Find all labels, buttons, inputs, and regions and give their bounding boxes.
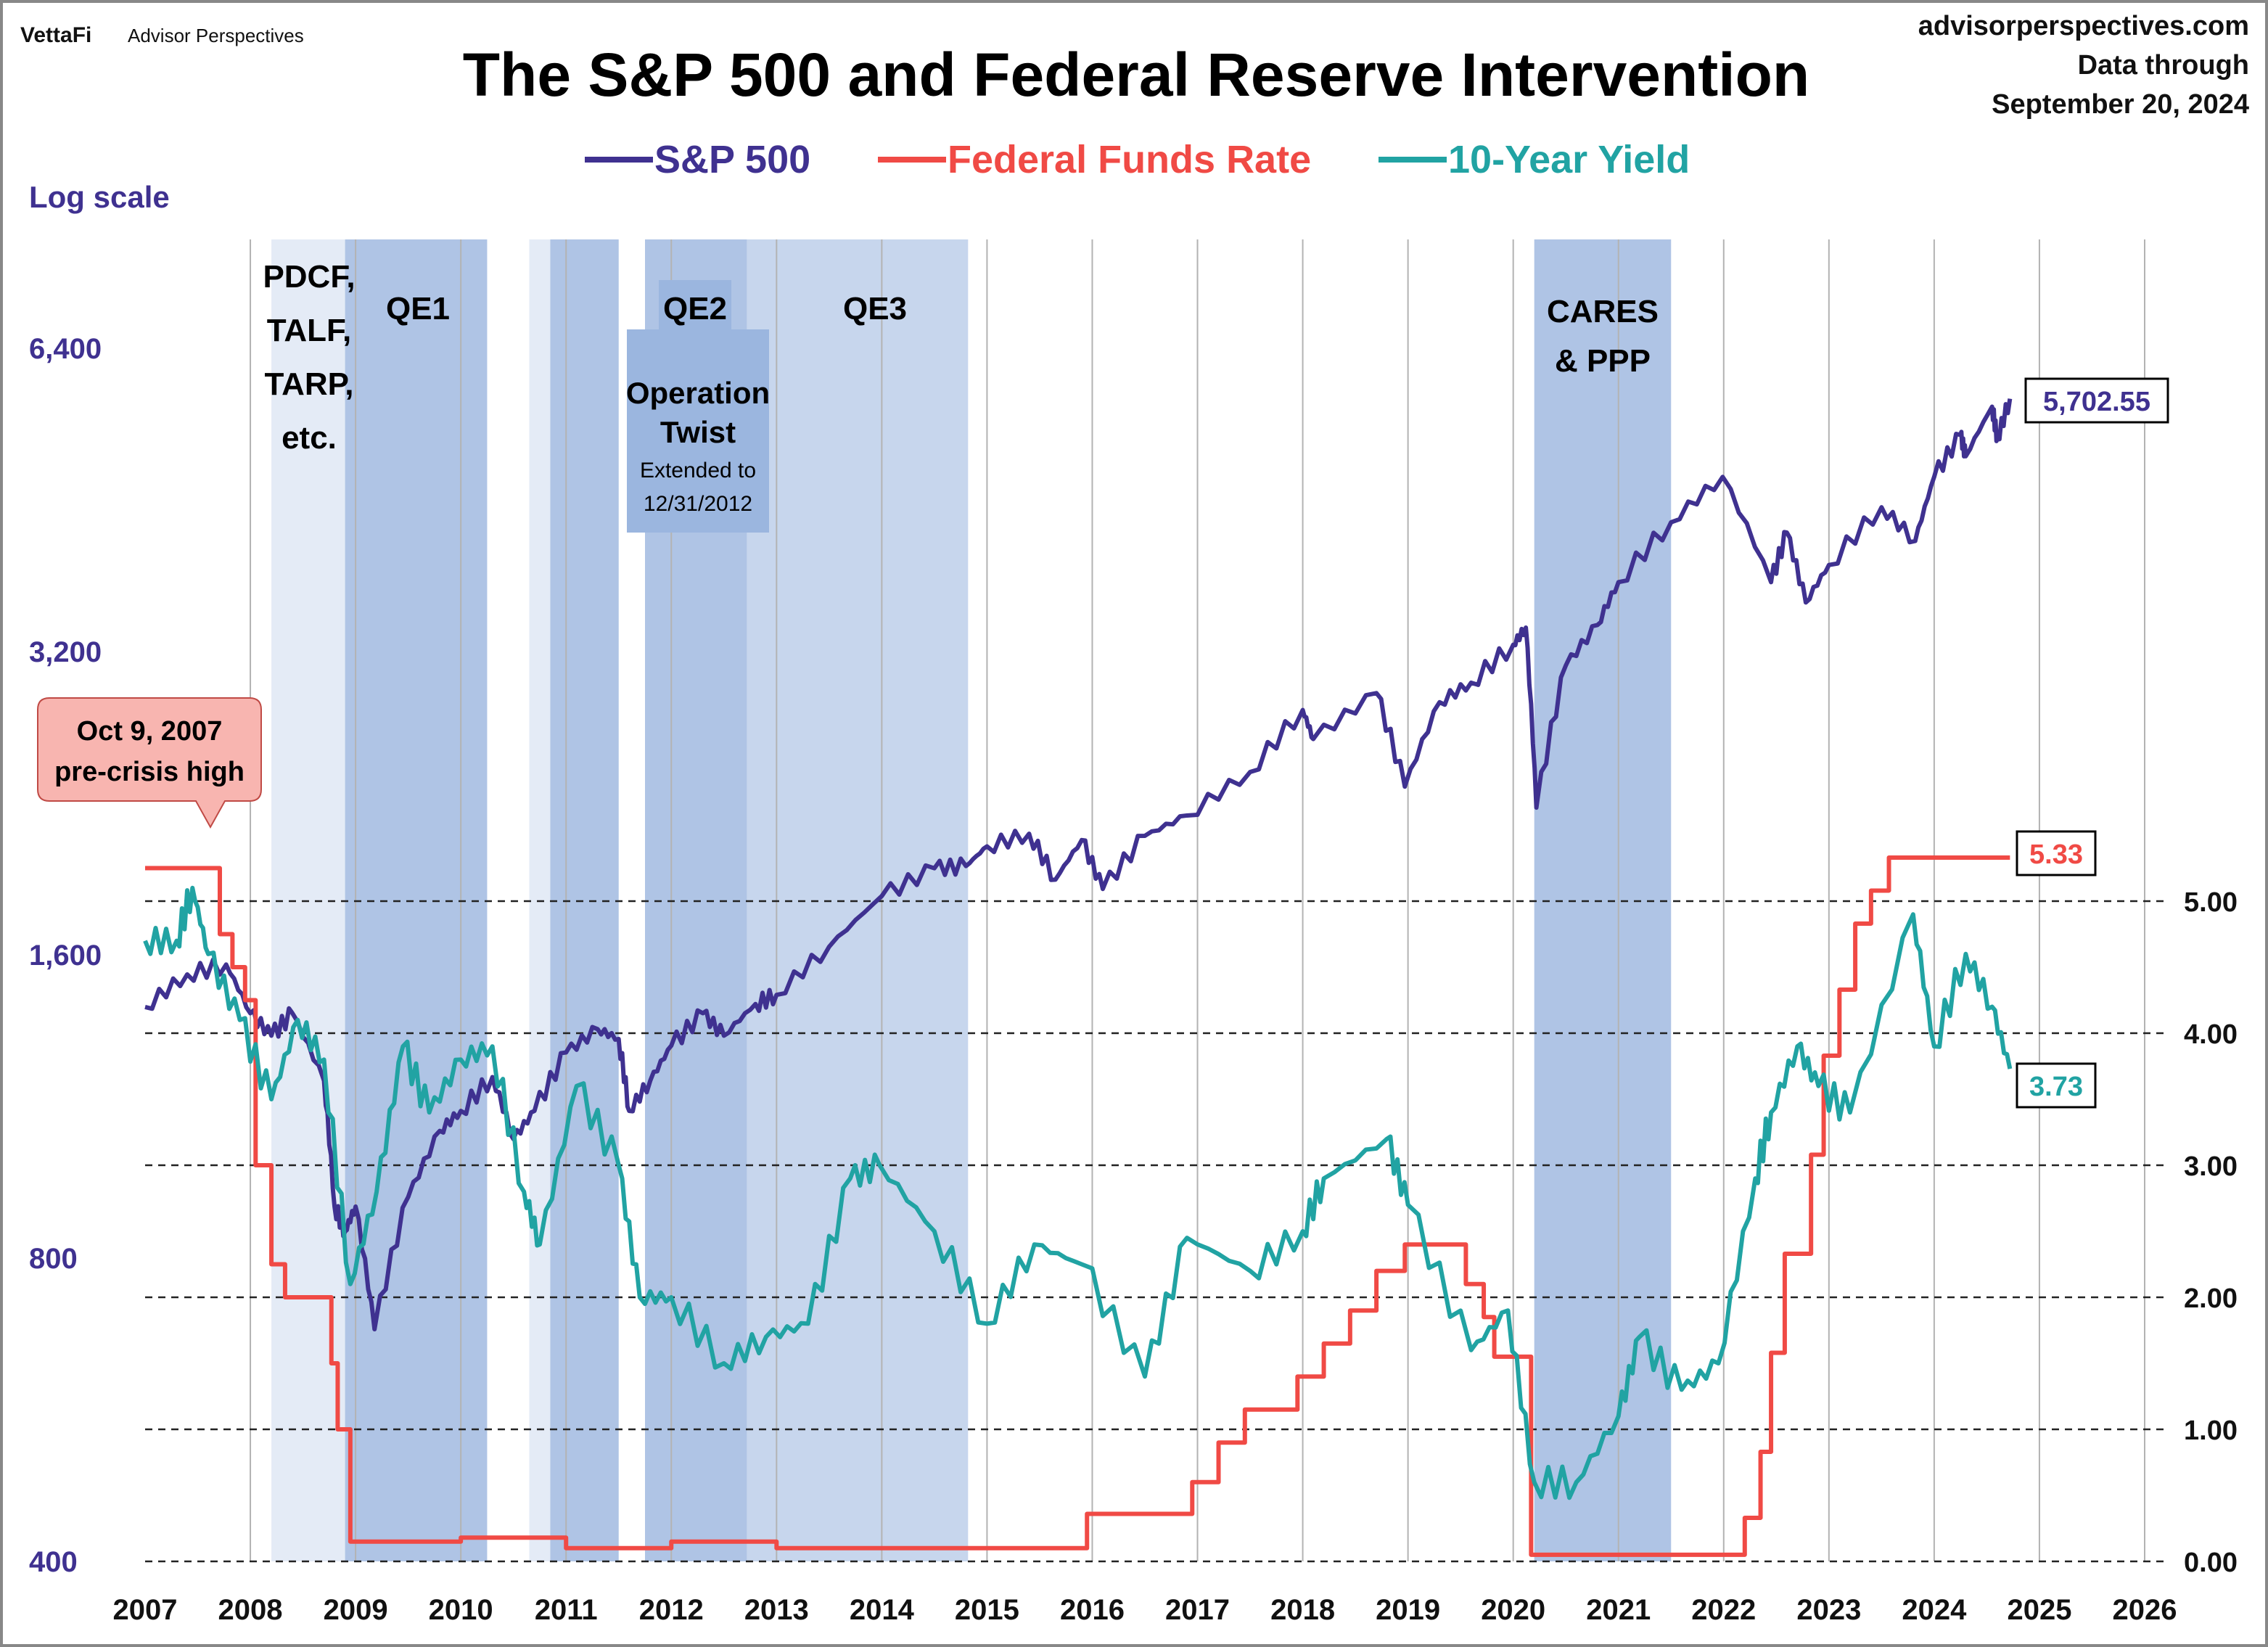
x-tick-label: 2014 — [850, 1594, 915, 1626]
series-line-2 — [143, 885, 2013, 1500]
left-tick-label: 1,600 — [29, 940, 102, 972]
left-tick-label: 400 — [29, 1546, 78, 1578]
period-label: TARP, — [264, 366, 353, 402]
x-tick-label: 2026 — [2113, 1594, 2177, 1626]
end-label-box — [2024, 377, 2169, 424]
left-tick-label: 800 — [29, 1243, 78, 1275]
end-value-labels: 5,702.55 5.33 3.73 — [2016, 377, 2169, 1109]
period-label: QE3 — [843, 291, 907, 326]
x-tick-label: 2007 — [113, 1594, 178, 1626]
series-line-0 — [144, 398, 2013, 1332]
data-through-date: September 20, 2024 — [1992, 89, 2249, 120]
x-tick-label: 2022 — [1691, 1594, 1756, 1626]
callout-date: Oct 9, 2007 — [77, 716, 223, 747]
period-label: & PPP — [1555, 343, 1651, 379]
qe2-label-box — [659, 280, 731, 329]
x-tick-label: 2016 — [1060, 1594, 1125, 1626]
left-tick-label: 6,400 — [29, 333, 102, 365]
x-tick-label: 2012 — [639, 1594, 704, 1626]
end-label-box — [2016, 830, 2097, 876]
period-label: TALF, — [267, 313, 352, 348]
x-tick-label: 2009 — [324, 1594, 388, 1626]
right-tick-label: 3.00 — [2184, 1151, 2238, 1182]
axes: 2007 2008 2009 2010 2011 2012 2013 2014 2015 2016… — [29, 333, 2238, 1626]
x-tick-label: 2025 — [2007, 1594, 2071, 1626]
legend-label-fed-funds: Federal Funds Rate — [948, 138, 1311, 181]
data-through-label: Data through — [2078, 50, 2249, 81]
x-tick-label: 2023 — [1796, 1594, 1861, 1626]
right-tick-label: 2.00 — [2184, 1283, 2238, 1314]
end-label-box — [2016, 1062, 2097, 1109]
operation-twist-line4: 12/31/2012 — [644, 492, 752, 516]
x-tick-label: 2020 — [1481, 1594, 1545, 1626]
shaded-period — [345, 239, 488, 1561]
series-lines — [143, 398, 2013, 1557]
end-value-label: 5.33 — [2029, 839, 2083, 870]
x-tick-label: 2015 — [955, 1594, 1019, 1626]
left-tick-label: 3,200 — [29, 636, 102, 668]
x-tick-label: 2019 — [1376, 1594, 1440, 1626]
period-label: QE1 — [386, 291, 450, 326]
operation-twist-line1: Operation — [626, 376, 770, 410]
x-tick-label: 2018 — [1270, 1594, 1335, 1626]
callout-text: pre-crisis high — [54, 757, 245, 787]
logo-sub: Advisor Perspectives — [128, 25, 304, 46]
legend: S&P 500 Federal Funds Rate 10-Year Yield — [585, 138, 1690, 181]
x-tick-label: 2024 — [1902, 1594, 1967, 1626]
qe2-label: QE2 — [663, 291, 727, 326]
right-tick-label: 5.00 — [2184, 887, 2238, 918]
series-line-1 — [145, 855, 2010, 1557]
x-tick-label: 2021 — [1586, 1594, 1651, 1626]
end-value-label: 3.73 — [2029, 1072, 2083, 1102]
chart-title: The S&P 500 and Federal Reserve Interven… — [463, 41, 1810, 109]
operation-twist-line3: Extended to — [640, 459, 756, 482]
period-label: PDCF, — [263, 259, 355, 295]
legend-label-sp500: S&P 500 — [654, 138, 810, 181]
end-value-label: 5,702.55 — [2043, 387, 2150, 417]
operation-twist-line2: Twist — [660, 415, 736, 449]
x-tick-label: 2013 — [744, 1594, 809, 1626]
pre-crisis-high-callout: Oct 9, 2007 pre-crisis high — [37, 697, 262, 829]
operation-twist-box — [627, 329, 769, 533]
right-tick-label: 0.00 — [2184, 1548, 2238, 1578]
logo-brand: VettaFi — [20, 23, 91, 47]
period-labels: PDCF, TALF, TARP, etc. QE1 QE3 CARES & PPP — [263, 259, 1659, 456]
period-label: etc. — [282, 420, 337, 456]
x-tick-label: 2010 — [429, 1594, 493, 1626]
site-url: advisorperspectives.com — [1918, 11, 2249, 41]
log-scale-label: Log scale — [29, 180, 170, 214]
right-tick-label: 1.00 — [2184, 1416, 2238, 1446]
period-label: CARES — [1547, 294, 1659, 329]
x-tick-label: 2008 — [218, 1594, 283, 1626]
x-tick-label: 2011 — [535, 1594, 598, 1626]
right-tick-label: 4.00 — [2184, 1019, 2238, 1050]
gridlines — [145, 239, 2165, 1563]
legend-label-10y: 10-Year Yield — [1448, 138, 1690, 181]
x-tick-label: 2017 — [1165, 1594, 1230, 1626]
